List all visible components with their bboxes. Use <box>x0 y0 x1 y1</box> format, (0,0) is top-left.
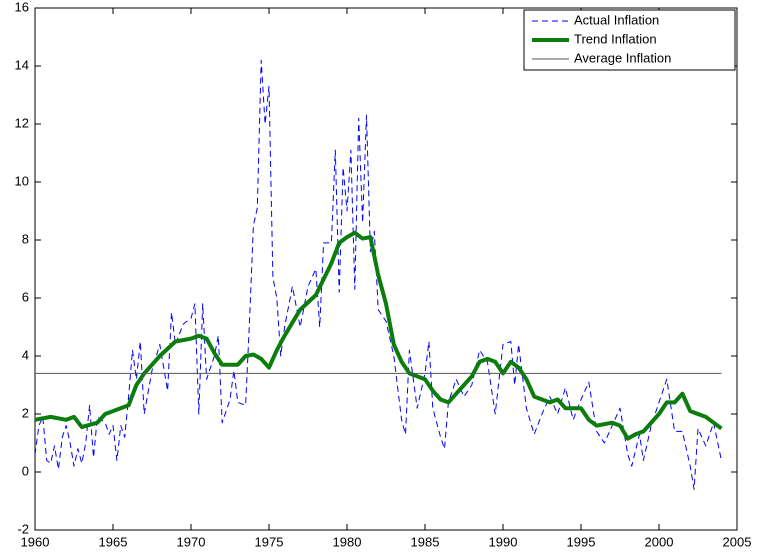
y-tick-label: 12 <box>15 115 29 130</box>
legend-label: Actual Inflation <box>574 12 659 27</box>
y-tick-label: 16 <box>15 0 29 14</box>
x-tick-label: 1970 <box>177 534 206 549</box>
x-tick-label: 2005 <box>723 534 752 549</box>
y-tick-label: 0 <box>22 463 29 478</box>
series-line <box>34 230 723 441</box>
x-tick-label: 1960 <box>21 534 50 549</box>
x-tick-label: 1995 <box>567 534 596 549</box>
y-tick-label: 10 <box>15 173 29 188</box>
plot-area <box>34 7 738 531</box>
x-tick-label: 1980 <box>333 534 362 549</box>
y-tick-label: 8 <box>22 231 29 246</box>
y-tick-label: -2 <box>17 521 29 536</box>
x-tick-label: 1990 <box>489 534 518 549</box>
y-tick-label: 6 <box>22 289 29 304</box>
y-tick-label: 4 <box>22 347 29 362</box>
x-tick-label: 1965 <box>99 534 128 549</box>
x-tick-label: 2000 <box>645 534 674 549</box>
legend-label: Trend Inflation <box>574 31 657 46</box>
x-tick-label: 1975 <box>255 534 284 549</box>
y-tick-label: 2 <box>22 405 29 420</box>
x-tick-label: 1985 <box>411 534 440 549</box>
legend-label: Average Inflation <box>574 50 671 65</box>
y-tick-label: 14 <box>15 57 29 72</box>
